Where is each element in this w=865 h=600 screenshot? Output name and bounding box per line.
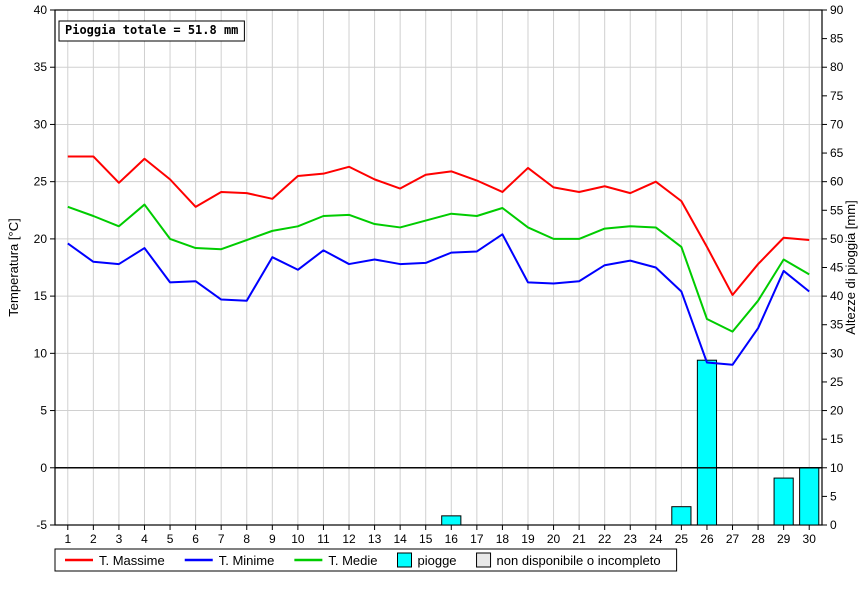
yr-tick-label: 25 [830,375,844,389]
x-tick-label: 3 [116,532,123,546]
yl-tick-label: 25 [34,175,48,189]
yr-tick-label: 20 [830,404,844,418]
yr-tick-label: 90 [830,3,844,17]
yr-tick-label: 80 [830,60,844,74]
yr-tick-label: 60 [830,175,844,189]
x-tick-label: 2 [90,532,97,546]
x-tick-label: 1 [64,532,71,546]
x-tick-label: 16 [445,532,459,546]
x-tick-label: 30 [803,532,817,546]
chart-container: -505101520253035400510152025303540455055… [0,0,865,600]
x-tick-label: 15 [419,532,433,546]
x-tick-label: 20 [547,532,561,546]
x-tick-label: 12 [342,532,356,546]
right-axis-label: Altezze di pioggia [mm] [843,200,858,334]
x-tick-label: 29 [777,532,791,546]
yl-tick-label: 15 [34,289,48,303]
x-tick-label: 28 [751,532,765,546]
yr-tick-label: 45 [830,261,844,275]
yr-tick-label: 55 [830,203,844,217]
x-tick-label: 17 [470,532,484,546]
x-tick-label: 21 [572,532,586,546]
yr-tick-label: 40 [830,289,844,303]
x-tick-label: 27 [726,532,740,546]
x-tick-label: 22 [598,532,612,546]
x-tick-label: 19 [521,532,535,546]
yr-tick-label: 70 [830,117,844,131]
yl-tick-label: 20 [34,232,48,246]
rain-bar [800,468,819,525]
legend-label: T. Minime [219,553,275,568]
yr-tick-label: 5 [830,489,837,503]
x-tick-label: 6 [192,532,199,546]
legend-label: piogge [418,553,457,568]
yr-tick-label: 30 [830,346,844,360]
rain-bar [442,516,461,525]
x-tick-label: 8 [243,532,250,546]
yl-tick-label: 5 [40,404,47,418]
x-tick-label: 23 [624,532,638,546]
yl-tick-label: -5 [36,518,47,532]
yl-tick-label: 35 [34,60,48,74]
legend-label: T. Massime [99,553,165,568]
yr-tick-label: 15 [830,432,844,446]
annotation-box: Pioggia totale = 51.8 mm [59,21,244,41]
x-tick-label: 11 [317,532,330,546]
x-tick-label: 7 [218,532,225,546]
x-tick-label: 26 [700,532,714,546]
x-tick-label: 10 [291,532,305,546]
yr-tick-label: 85 [830,32,844,46]
x-tick-label: 14 [393,532,407,546]
x-tick-label: 9 [269,532,276,546]
x-tick-label: 18 [496,532,510,546]
yr-tick-label: 75 [830,89,844,103]
rain-bar [672,507,691,525]
yr-tick-label: 50 [830,232,844,246]
rain-bar [774,478,793,525]
x-tick-label: 5 [167,532,174,546]
annotation-text: Pioggia totale = 51.8 mm [65,23,238,37]
yr-tick-label: 35 [830,318,844,332]
yr-tick-label: 0 [830,518,837,532]
legend-label: non disponibile o incompleto [497,553,661,568]
legend: T. Massime T. Minime T. Medie piogge non dis… [55,549,677,571]
yl-tick-label: 40 [34,3,48,17]
yr-tick-label: 65 [830,146,844,160]
combo-chart: -505101520253035400510152025303540455055… [0,0,865,600]
yl-tick-label: 30 [34,117,48,131]
x-tick-label: 24 [649,532,663,546]
x-tick-label: 4 [141,532,148,546]
yr-tick-label: 10 [830,461,844,475]
x-tick-label: 13 [368,532,382,546]
x-tick-label: 25 [675,532,689,546]
rain-bar [697,360,716,525]
legend-label: T. Medie [328,553,377,568]
left-axis-label: Temperatura [°C] [6,218,21,316]
yl-tick-label: 0 [40,461,47,475]
yl-tick-label: 10 [34,346,48,360]
